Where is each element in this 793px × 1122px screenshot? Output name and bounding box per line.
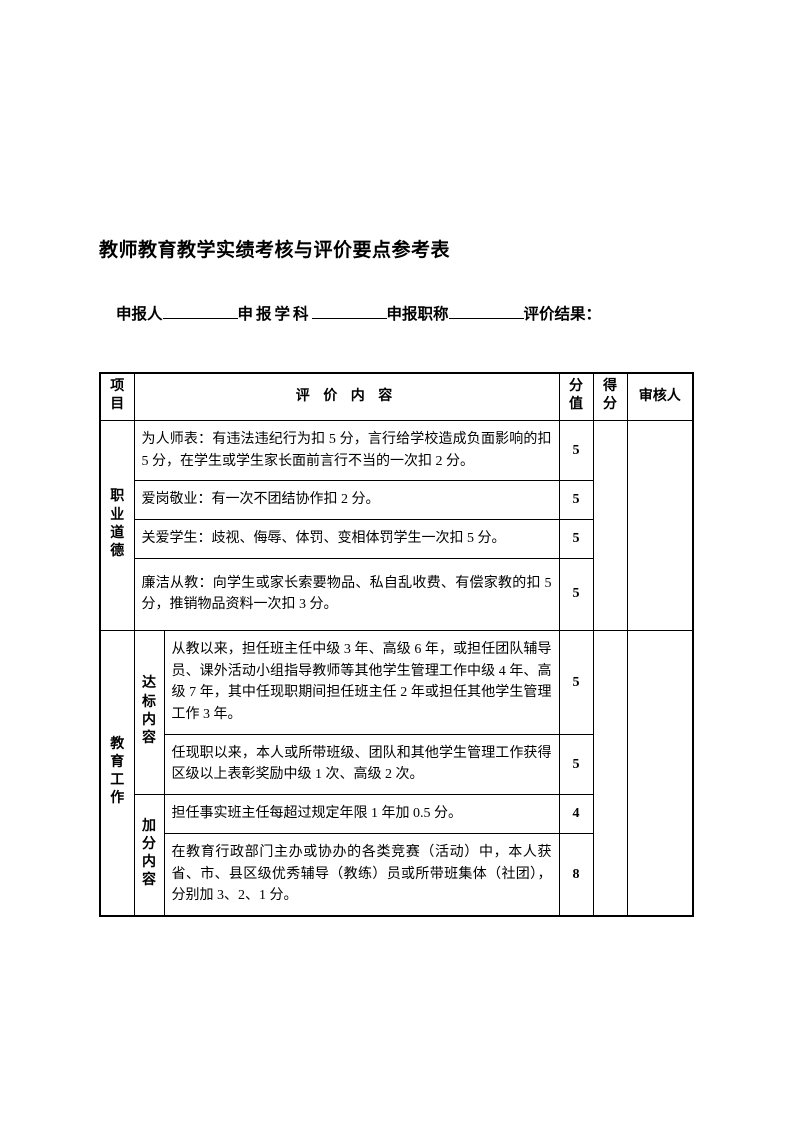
cell-got — [593, 631, 627, 916]
cell-score: 5 — [559, 734, 593, 794]
table-row: 职业道德 为人师表：有违法违纪行为扣 5 分，言行给学校造成负面影响的扣 5 分… — [100, 420, 693, 480]
subject-label: 申报学科 — [238, 306, 312, 323]
title-applied-label: 申报职称 — [387, 306, 449, 323]
section-ethics: 职业道德 — [100, 420, 134, 630]
cell-score: 4 — [559, 795, 593, 834]
cell-content: 为人师表：有违法违纪行为扣 5 分，言行给学校造成负面影响的扣 5 分，在学生或… — [134, 420, 559, 480]
header-got: 得分 — [593, 373, 627, 420]
cell-score: 5 — [559, 481, 593, 520]
cell-content: 任现职以来，本人或所带班级、团队和其他学生管理工作获得区级以上表彰奖励中级 1 … — [164, 734, 559, 794]
cell-content: 从教以来，担任班主任中级 3 年、高级 6 年，或担任团队辅导员、课外活动小组指… — [164, 631, 559, 735]
cell-content: 担任事实班主任每超过规定年限 1 年加 0.5 分。 — [164, 795, 559, 834]
cell-reviewer — [627, 420, 693, 630]
cell-score: 5 — [559, 631, 593, 735]
header-score: 分值 — [559, 373, 593, 420]
header-eval-content: 评 价 内 容 — [134, 373, 559, 420]
cell-score: 5 — [559, 558, 593, 630]
subsection-bonus: 加分内容 — [134, 795, 164, 916]
result-label: 评价结果： — [524, 306, 602, 323]
page-title: 教师教育教学实绩考核与评价要点参考表 — [99, 235, 694, 262]
header-reviewer: 审核人 — [627, 373, 693, 420]
title-applied-blank — [449, 304, 524, 320]
header-project: 项目 — [100, 373, 134, 420]
cell-content: 关爱学生：歧视、侮辱、体罚、变相体罚学生一次扣 5 分。 — [134, 519, 559, 558]
cell-got — [593, 420, 627, 630]
table-row: 教育工作 达标内容 从教以来，担任班主任中级 3 年、高级 6 年，或担任团队辅… — [100, 631, 693, 735]
applicant-form-line: 申报人 申报学科 申报职称 评价结果： — [99, 302, 694, 324]
cell-score: 5 — [559, 420, 593, 480]
cell-reviewer — [627, 631, 693, 916]
cell-content: 廉洁从教：向学生或家长索要物品、私自乱收费、有偿家教的扣 5 分，推销物品资料一… — [134, 558, 559, 630]
table-header-row: 项目 评 价 内 容 分值 得分 审核人 — [100, 373, 693, 420]
applicant-label: 申报人 — [116, 306, 163, 323]
cell-score: 8 — [559, 833, 593, 916]
cell-score: 5 — [559, 519, 593, 558]
cell-content: 在教育行政部门主办或协办的各类竞赛（活动）中，本人获省、市、县区级优秀辅导（教练… — [164, 833, 559, 916]
evaluation-table: 项目 评 价 内 容 分值 得分 审核人 职业道德 为人师表：有违法违纪行为扣 … — [99, 372, 694, 917]
applicant-blank — [163, 304, 238, 320]
subject-blank — [312, 304, 387, 320]
section-eduwork: 教育工作 — [100, 631, 134, 916]
cell-content: 爱岗敬业：有一次不团结协作扣 2 分。 — [134, 481, 559, 520]
subsection-standard: 达标内容 — [134, 631, 164, 795]
